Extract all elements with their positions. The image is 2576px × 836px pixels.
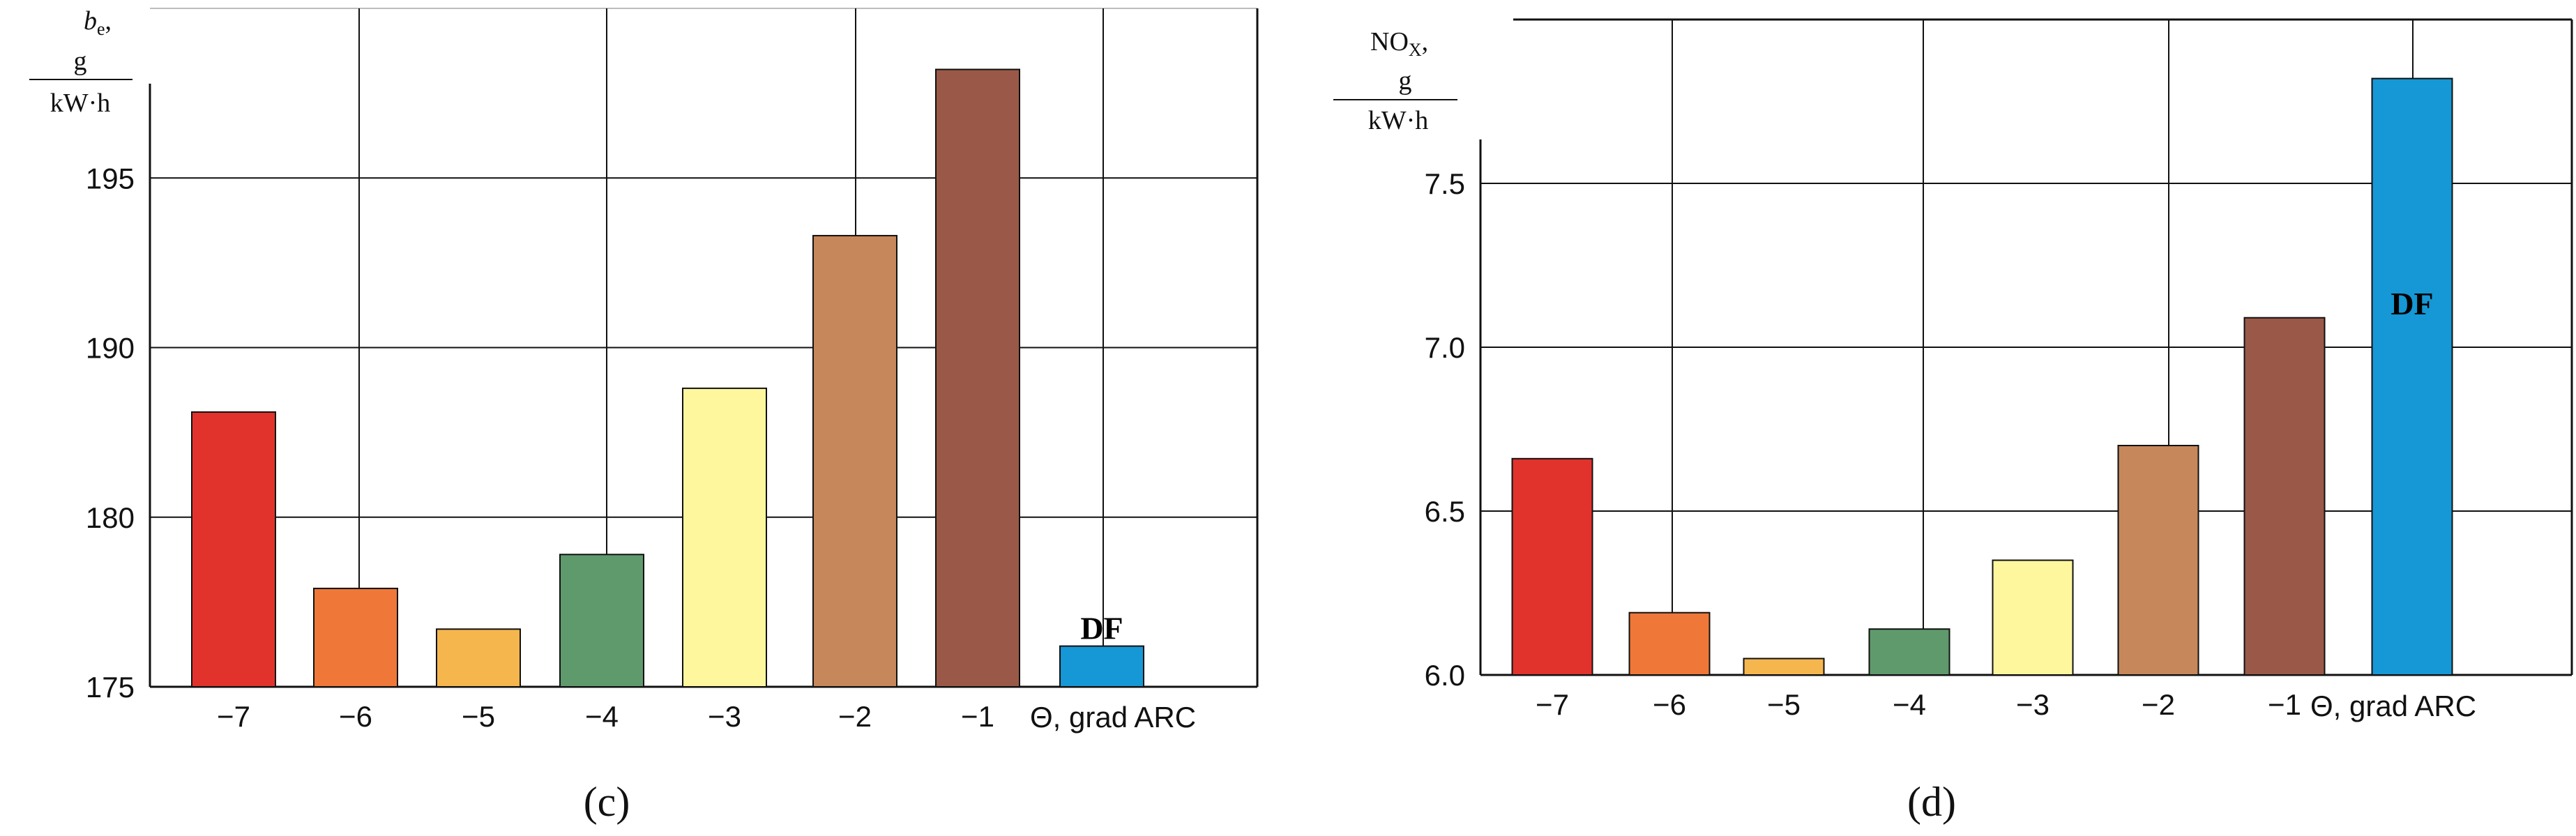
- x-axis-label-d: Θ, grad ARC: [2310, 690, 2476, 722]
- bar-d-8: [2371, 77, 2453, 676]
- panel-c: 175 180 190 195 −7 −6 −5 −4 −3 −2 −1 DF Θ, grad A…: [29, 6, 1259, 825]
- caption-c: (c): [584, 779, 630, 825]
- unit-denominator-c: kW·h: [50, 89, 111, 118]
- y-tick-label-c: 175: [86, 671, 135, 704]
- unit-numerator-c: g: [74, 47, 87, 76]
- unit-numerator-d: g: [1399, 66, 1412, 96]
- bar-c-5: [682, 387, 767, 687]
- bar-d-4: [1868, 628, 1950, 676]
- xtick-labels-c: −7 −6 −5 −4 −3 −2 −1: [217, 700, 994, 733]
- y-axis-suffix-d: ,: [1422, 27, 1429, 56]
- bar-d-6: [2117, 445, 2199, 676]
- x-tick-label-c: −4: [585, 700, 619, 733]
- y-axis-subscript-c: e: [97, 19, 105, 39]
- x-tick-label-d: −7: [1536, 688, 1569, 721]
- x-tick-label-d: −5: [1767, 688, 1801, 721]
- bar-c-3: [436, 628, 521, 687]
- bar-d-7: [2243, 317, 2326, 676]
- y-tick-label-d: 7.0: [1425, 331, 1465, 364]
- unit-denominator-d: kW·h: [1368, 106, 1429, 135]
- bar-d-2: [1628, 611, 1711, 676]
- x-tick-label-c: −6: [339, 700, 372, 733]
- y-axis-suffix-c: ,: [105, 6, 112, 36]
- y-tick-label-d: 7.5: [1425, 167, 1465, 200]
- bar-c-2: [313, 587, 398, 687]
- x-tick-label-c: −2: [838, 700, 872, 733]
- bars-d: [1511, 77, 2453, 676]
- y-tick-label-c: 180: [86, 501, 135, 534]
- df-annotation-c: DF: [1080, 611, 1123, 646]
- x-tick-label-c: −3: [708, 700, 741, 733]
- y-tick-label-c: 190: [86, 332, 135, 365]
- bars-c: [191, 68, 1144, 688]
- bar-d-5: [1992, 559, 2074, 676]
- y-axis-label-c: be,: [84, 6, 112, 39]
- bar-c-6: [812, 234, 897, 687]
- bar-c-1: [191, 411, 276, 687]
- bar-c-4: [559, 554, 644, 688]
- panel-d: 6.0 6.5 7.0 7.5 −7 −6 −5 −4 −3 −2 −1 DF Θ, grad A…: [1333, 18, 2573, 825]
- bar-c-7: [935, 68, 1020, 687]
- y-tick-label-d: 6.5: [1425, 495, 1465, 528]
- caption-d: (d): [1907, 779, 1956, 825]
- y-axis-label-d: NOX,: [1370, 27, 1428, 60]
- x-tick-label-d: −4: [1893, 688, 1926, 721]
- x-tick-label-c: −1: [961, 700, 994, 733]
- bar-d-1: [1511, 457, 1593, 676]
- bar-d-3: [1743, 658, 1825, 676]
- df-annotation-d: DF: [2391, 286, 2433, 321]
- ytick-labels-c: 175 180 190 195: [86, 162, 135, 704]
- x-tick-label-d: −6: [1653, 688, 1686, 721]
- x-tick-label-c: −7: [217, 700, 250, 733]
- x-axis-label-c: Θ, grad ARC: [1030, 701, 1196, 734]
- y-tick-label-d: 6.0: [1425, 659, 1465, 692]
- x-tick-label-d: −1: [2268, 688, 2301, 721]
- y-tick-label-c: 195: [86, 162, 135, 195]
- xtick-labels-d: −7 −6 −5 −4 −3 −2 −1: [1536, 688, 2301, 721]
- y-axis-subscript-d: X: [1409, 40, 1422, 60]
- ytick-labels-d: 6.0 6.5 7.0 7.5: [1425, 167, 1465, 692]
- y-axis-symbol-c: b: [84, 6, 97, 36]
- x-tick-label-c: −5: [462, 700, 495, 733]
- x-tick-label-d: −2: [2142, 688, 2175, 721]
- bar-c-8: [1059, 645, 1144, 687]
- y-axis-symbol-d: NO: [1370, 27, 1409, 56]
- x-tick-label-d: −3: [2016, 688, 2050, 721]
